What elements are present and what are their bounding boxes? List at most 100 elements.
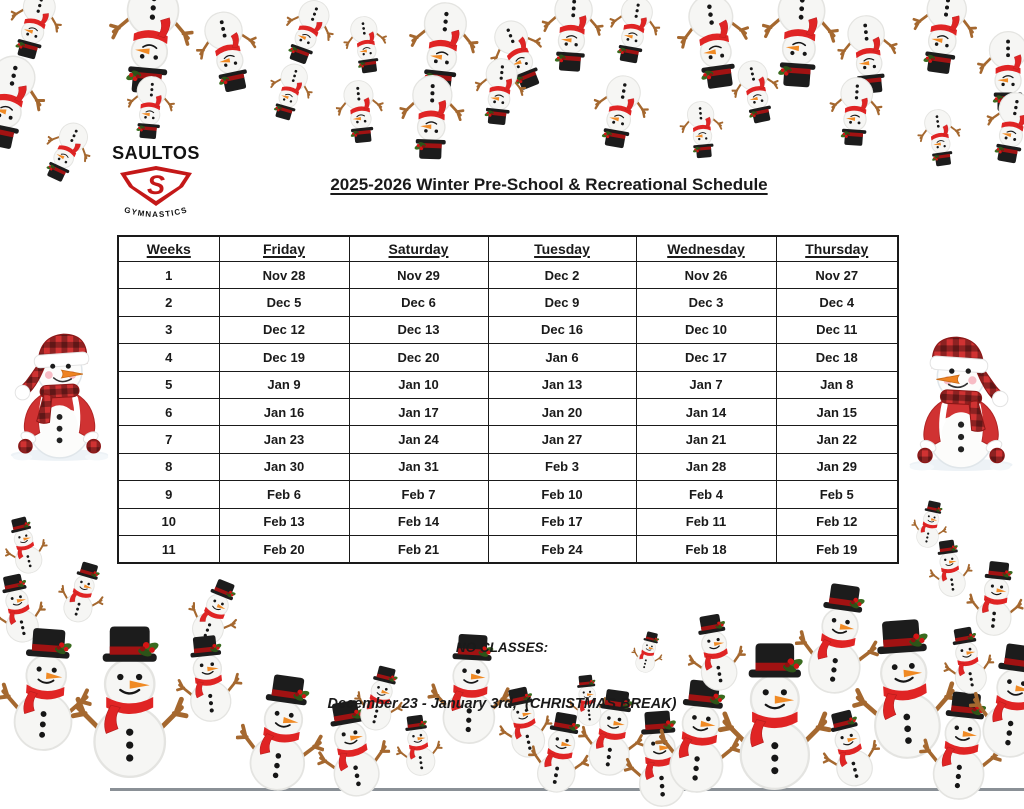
date-cell: Jan 14 [635,397,777,427]
table-row: 8 Jan 30 Jan 31 Feb 3 Jan 28 Jan 29 [117,452,899,482]
date-cell: Dec 18 [775,343,899,372]
week-cell: 3 [117,315,220,345]
date-cell: Dec 13 [348,315,489,345]
upside-down-snowman-icon [906,0,982,79]
upside-down-snowman-icon [261,58,319,126]
week-cell: 6 [117,397,220,427]
week-cell: 8 [117,452,220,482]
upside-down-snowman-icon [189,5,267,98]
upside-down-snowman-icon [678,99,727,161]
date-cell: Jan 8 [775,370,899,399]
upside-down-snowman-icon [123,74,177,142]
saultos-gymnastics-logo: SAULTOS S GYMNASTICS [112,143,200,219]
table-row: 10 Feb 13 Feb 14 Feb 17 Feb 11 Feb 12 [117,507,899,536]
date-cell: Feb 21 [348,534,489,564]
date-cell: Feb 7 [348,480,489,509]
schedule-table: Weeks Friday Saturday Tuesday Wednesday … [117,235,899,565]
table-row: 4 Dec 19 Dec 20 Jan 6 Dec 17 Dec 18 [117,343,899,372]
week-cell: 7 [117,425,220,454]
date-cell: Dec 2 [487,260,637,290]
date-cell: Jan 15 [775,397,899,427]
date-cell: Dec 20 [348,343,489,372]
date-cell: Feb 4 [635,480,777,509]
column-header: Thursday [775,235,899,262]
date-cell: Feb 24 [487,534,637,564]
date-cell: Feb 11 [635,507,777,536]
date-cell: Jan 24 [348,425,489,454]
date-cell: Jan 22 [775,425,899,454]
shield-letter: S [147,170,165,200]
date-cell: Dec 17 [635,343,777,372]
logo-brand: SAULTOS [112,143,200,163]
column-header: Saturday [348,235,489,262]
date-cell: Nov 27 [775,260,899,290]
header-row: Weeks Friday Saturday Tuesday Wednesday … [117,235,899,262]
top-hat-snowman-icon [0,512,53,579]
date-cell: Feb 12 [775,507,899,536]
table-row: 3 Dec 12 Dec 13 Dec 16 Dec 10 Dec 11 [117,315,899,345]
svg-text:GYMNASTICS: GYMNASTICS [123,205,188,219]
date-cell: Dec 3 [635,288,777,317]
column-header: Friday [218,235,350,262]
week-cell: 1 [117,260,220,290]
column-header: Tuesday [487,235,637,262]
week-cell: 11 [117,534,220,564]
date-cell: Dec 5 [218,288,350,317]
table-row: 6 Jan 16 Jan 17 Jan 20 Jan 14 Jan 15 [117,397,899,427]
upside-down-snowman-icon [914,106,966,170]
table-row: 1 Nov 28 Nov 29 Dec 2 Nov 26 Nov 27 [117,260,899,290]
date-cell: Jan 23 [218,425,350,454]
plaid-santa-snowman-icon [897,333,1021,472]
date-cell: Dec 10 [635,315,777,345]
date-cell: Feb 6 [218,480,350,509]
date-cell: Dec 16 [487,315,637,345]
table-row: 11 Feb 20 Feb 21 Feb 24 Feb 18 Feb 19 [117,534,899,564]
page-bottom-edge [110,788,1024,791]
date-cell: Feb 17 [487,507,637,536]
plaid-santa-snowman-icon [3,330,120,462]
upside-down-snowman-icon [333,78,388,147]
top-hat-snowman-icon [170,631,245,725]
date-cell: Feb 3 [487,452,637,482]
upside-down-snowman-icon [827,75,885,149]
date-cell: Jan 31 [348,452,489,482]
logo-subbrand: GYMNASTICS [123,205,187,219]
page-title: 2025-2026 Winter Pre-School & Recreation… [330,175,768,194]
week-cell: 10 [117,507,220,536]
date-cell: Jan 13 [487,370,637,399]
no-classes-heading: NO CLASSES: [455,640,549,655]
top-hat-snowman-icon [51,556,113,629]
upside-down-snowman-icon [603,0,666,68]
superman-s-shield-icon: S [120,166,192,206]
date-cell: Dec 6 [348,288,489,317]
no-classes-notice: NO CLASSES: December 23 - January 3rd, (… [328,600,677,733]
upside-down-snowman-icon [586,71,654,154]
table-row: 2 Dec 5 Dec 6 Dec 9 Dec 3 Dec 4 [117,288,899,317]
upside-down-snowman-icon [538,0,606,75]
date-cell: Jan 21 [635,425,777,454]
date-cell: Nov 26 [635,260,777,290]
date-cell: Dec 11 [775,315,899,345]
date-cell: Dec 12 [218,315,350,345]
week-cell: 4 [117,343,220,372]
no-classes-detail: December 23 - January 3rd, (CHRISTMAS BR… [327,696,677,712]
date-cell: Jan 7 [635,370,777,399]
date-cell: Feb 10 [487,480,637,509]
column-header: Weeks [117,235,220,262]
date-cell: Feb 20 [218,534,350,564]
date-cell: Jan 29 [775,452,899,482]
upside-down-snowman-icon [471,55,529,128]
date-cell: Jan 20 [487,397,637,427]
date-cell: Dec 19 [218,343,350,372]
column-header: Wednesday [635,235,777,262]
table-row: 5 Jan 9 Jan 10 Jan 13 Jan 7 Jan 8 [117,370,899,399]
date-cell: Nov 28 [218,260,350,290]
week-cell: 9 [117,480,220,509]
date-cell: Feb 18 [635,534,777,564]
table-row: 9 Feb 6 Feb 7 Feb 10 Feb 4 Feb 5 [117,480,899,509]
date-cell: Jan 10 [348,370,489,399]
date-cell: Feb 13 [218,507,350,536]
table-row: 7 Jan 23 Jan 24 Jan 27 Jan 21 Jan 22 [117,425,899,454]
week-cell: 2 [117,288,220,317]
date-cell: Jan 27 [487,425,637,454]
